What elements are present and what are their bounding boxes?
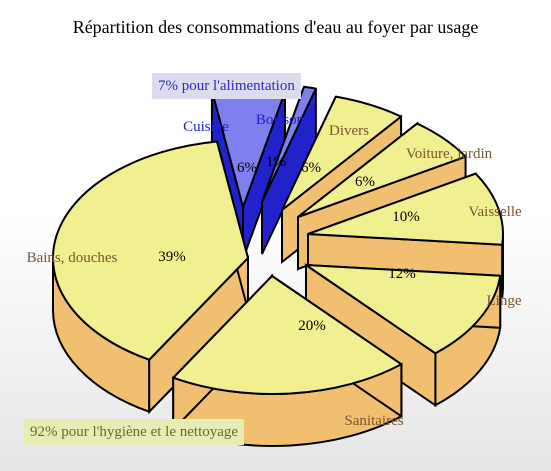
slice-linge [305, 263, 502, 408]
slice-top [305, 264, 502, 355]
hygiene-annotation: 92% pour l'hygiène et le nettoyage [24, 419, 245, 445]
value-label: 1% [266, 154, 286, 170]
category-label: Boisson [256, 112, 305, 128]
food-annotation: 7% pour l'alimentation [152, 73, 301, 99]
category-label: Divers [329, 123, 369, 139]
slice-bains-douches [52, 140, 249, 415]
value-label: 6% [355, 174, 375, 190]
slice-top [261, 85, 317, 203]
value-label: 20% [298, 318, 326, 334]
value-label: 12% [388, 266, 416, 282]
value-label: 10% [392, 209, 420, 225]
category-label: Linge [487, 293, 522, 309]
category-label: Cuisine [183, 119, 229, 135]
value-label: 39% [158, 249, 186, 265]
slice-top [281, 95, 403, 211]
slice-sanitaires [172, 273, 403, 447]
slice-top [172, 275, 403, 395]
category-label: Sanitaires [344, 413, 403, 429]
category-label: Voiture, jardin [406, 146, 493, 162]
slice-top [297, 122, 467, 218]
value-label: 6% [301, 160, 321, 176]
value-label: 6% [237, 160, 257, 176]
slice-top [52, 140, 249, 361]
slice-top [307, 172, 504, 246]
chart-title: Répartition des consommations d'eau au f… [72, 17, 479, 37]
category-label: Bains, douches [27, 250, 118, 266]
category-label: Vaisselle [468, 204, 522, 220]
